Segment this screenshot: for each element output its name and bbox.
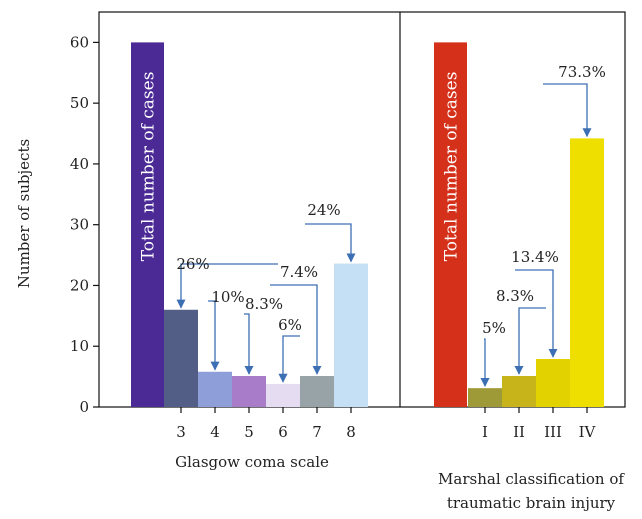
percent-label: 24%: [307, 201, 340, 219]
percent-arrow: [514, 307, 546, 375]
percent-label: 5%: [482, 319, 506, 337]
percent-label: 6%: [278, 316, 302, 334]
percent-arrow: [480, 338, 490, 388]
x-tick-label: 3: [176, 423, 186, 441]
y-tick-label: 50: [70, 94, 89, 112]
percent-label: 13.4%: [511, 248, 559, 266]
x-tick-label: II: [513, 423, 525, 441]
bar: [300, 376, 334, 407]
y-tick-label: 10: [70, 337, 89, 355]
percent-arrow: [244, 313, 254, 375]
bar: [232, 376, 266, 407]
percent-label: 8.3%: [496, 287, 534, 305]
percent-label: 8.3%: [245, 295, 283, 313]
percent-label: 7.4%: [280, 263, 318, 281]
bar: [536, 358, 570, 407]
percent-label: 73.3%: [558, 63, 606, 81]
percent-label: 26%: [176, 255, 209, 273]
x-tick-label: 7: [312, 423, 322, 441]
x-tick-label: I: [482, 423, 488, 441]
total-bar-label: Total number of cases: [442, 72, 462, 262]
y-tick-label: 40: [70, 155, 89, 173]
bar: [502, 376, 536, 407]
x-axis-label-line1: Marshal classification of: [438, 470, 625, 488]
x-axis-label: Glasgow coma scale: [175, 453, 329, 471]
y-tick-label: 20: [70, 276, 89, 294]
y-tick-label: 30: [70, 216, 89, 234]
y-tick-label: 60: [70, 33, 89, 51]
x-tick-label: IV: [579, 423, 597, 441]
percent-arrow: [208, 300, 220, 371]
x-tick-label: 6: [278, 423, 288, 441]
bar: [334, 263, 368, 407]
percent-label: 10%: [211, 288, 244, 306]
percent-arrow: [543, 83, 592, 138]
bar: [266, 383, 300, 407]
percent-arrow: [176, 263, 278, 309]
x-axis-label-line2: traumatic brain injury: [447, 494, 616, 512]
total-bar-label: Total number of cases: [139, 72, 159, 262]
y-tick-label: 0: [79, 398, 89, 416]
percent-arrow: [515, 269, 558, 358]
total-bar: [434, 42, 467, 408]
bar: [570, 138, 604, 407]
x-tick-label: 5: [244, 423, 254, 441]
percent-arrow: [270, 284, 322, 375]
bar: [198, 371, 232, 407]
percent-arrow: [278, 335, 300, 383]
x-tick-label: 4: [210, 423, 220, 441]
bar: [164, 309, 198, 407]
percent-arrow: [305, 223, 356, 263]
y-axis-label: Number of subjects: [15, 139, 33, 288]
x-tick-label: 8: [346, 423, 356, 441]
x-tick-label: III: [544, 423, 562, 441]
bar: [468, 388, 502, 407]
total-bar: [131, 42, 164, 408]
